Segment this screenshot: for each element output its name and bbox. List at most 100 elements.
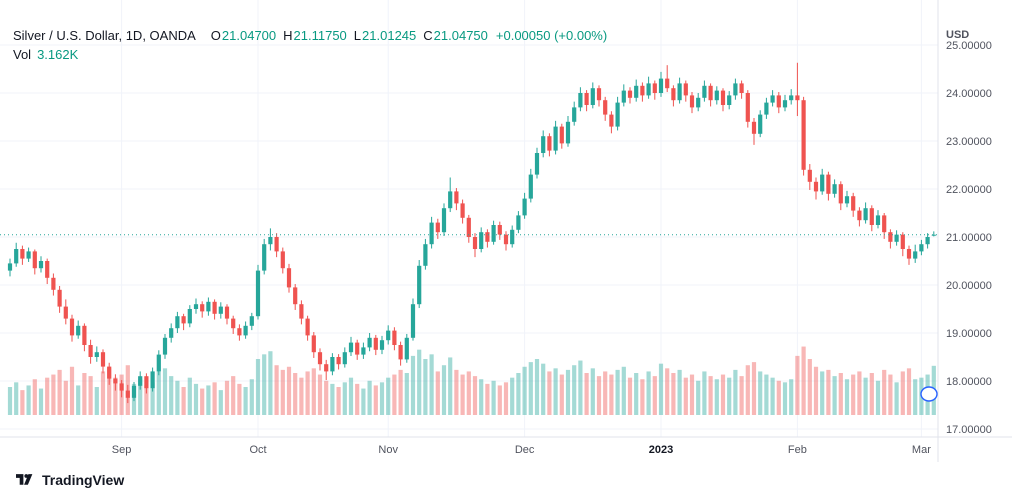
candle (590, 88, 595, 105)
volume-bar (596, 376, 602, 415)
chart-canvas[interactable] (0, 0, 938, 437)
ohlc-value: 21.04700 (221, 28, 277, 43)
volume-bar (299, 377, 304, 415)
volume-bar (838, 373, 843, 415)
candle (435, 222, 440, 233)
candle (175, 316, 180, 329)
candle (838, 184, 843, 204)
candle (336, 357, 341, 365)
volume-bar (863, 377, 868, 415)
volume-bar (646, 371, 651, 415)
candle (286, 268, 292, 288)
candle (572, 107, 577, 122)
candle (26, 251, 31, 259)
candle (615, 102, 620, 127)
candle (844, 196, 850, 204)
candle (342, 352, 347, 365)
candle (565, 121, 571, 144)
candle (875, 215, 881, 225)
candle (268, 237, 273, 245)
currency-label: USD (946, 29, 969, 41)
candle (162, 337, 168, 355)
tradingview-logo[interactable]: TradingView (16, 472, 124, 488)
volume-bar (454, 369, 459, 415)
volume-bar (510, 377, 515, 415)
candle (200, 304, 205, 312)
candle (931, 234, 936, 236)
volume-bar (311, 368, 316, 415)
volume-bar (107, 368, 112, 415)
candle (720, 90, 726, 105)
candle (857, 210, 862, 221)
volume-bar (708, 376, 713, 415)
candle (32, 251, 37, 269)
time-scale[interactable]: Sep Oct Nov Dec 2023 Feb Mar (112, 444, 931, 456)
candle (361, 347, 366, 355)
volume-bar (429, 354, 434, 415)
ohlc-key: H (283, 28, 293, 43)
candle (181, 316, 186, 324)
candle (652, 83, 657, 93)
candle (925, 237, 930, 245)
candle (454, 191, 459, 204)
volume-bar (900, 371, 905, 415)
volume-bar (565, 369, 571, 415)
volume-bar (162, 368, 168, 415)
candle (150, 371, 155, 389)
volume-bar (138, 379, 143, 415)
candle (820, 174, 825, 192)
candle (280, 251, 285, 269)
candle (559, 126, 564, 144)
candle (900, 234, 905, 249)
volume-bar (894, 382, 899, 415)
volume-bar (410, 355, 416, 415)
candle (392, 330, 397, 345)
candle (578, 93, 583, 108)
volume-bar (305, 371, 310, 415)
volume-bar (491, 380, 496, 415)
candle (305, 318, 310, 336)
volume-bar (200, 388, 205, 415)
tradingview-logo-text: TradingView (42, 472, 125, 488)
candle (795, 95, 800, 101)
candle (751, 121, 757, 134)
candle (782, 100, 788, 108)
volume-bar (212, 382, 217, 415)
volume-bar (392, 374, 397, 415)
ohlc-value: 21.04750 (433, 28, 488, 43)
symbol-title[interactable]: Silver / U.S. Dollar, 1D, OANDA (13, 28, 196, 43)
candle (417, 265, 422, 305)
candle (733, 83, 738, 96)
volume-bar (379, 382, 385, 415)
volume-bar (181, 387, 186, 415)
volume-bar (373, 385, 378, 415)
candle (441, 208, 447, 233)
volume-bar (113, 377, 118, 415)
volume-bar (782, 382, 788, 415)
scroll-to-realtime-button[interactable] (920, 386, 938, 402)
volume-bar (324, 380, 329, 415)
candle (863, 208, 868, 221)
candle (156, 354, 161, 372)
candle (57, 289, 62, 307)
volume-bar (888, 374, 893, 415)
volume-bar (336, 387, 341, 415)
volume-bar (702, 371, 707, 415)
volume-bar (342, 382, 347, 415)
volume-bar (355, 383, 360, 415)
volume-label[interactable]: Vol (13, 47, 32, 62)
volume-bar (317, 374, 323, 415)
candle (894, 234, 899, 242)
candle (634, 85, 639, 98)
candle (324, 364, 329, 372)
candle (671, 88, 676, 101)
volume-bar (627, 377, 633, 415)
volume-bar (57, 369, 62, 415)
volume-bar (156, 371, 161, 415)
volume-bar (813, 366, 819, 415)
time-label: Sep (112, 444, 132, 456)
volume-bar (218, 390, 223, 415)
price-label: 20.00000 (946, 280, 992, 292)
